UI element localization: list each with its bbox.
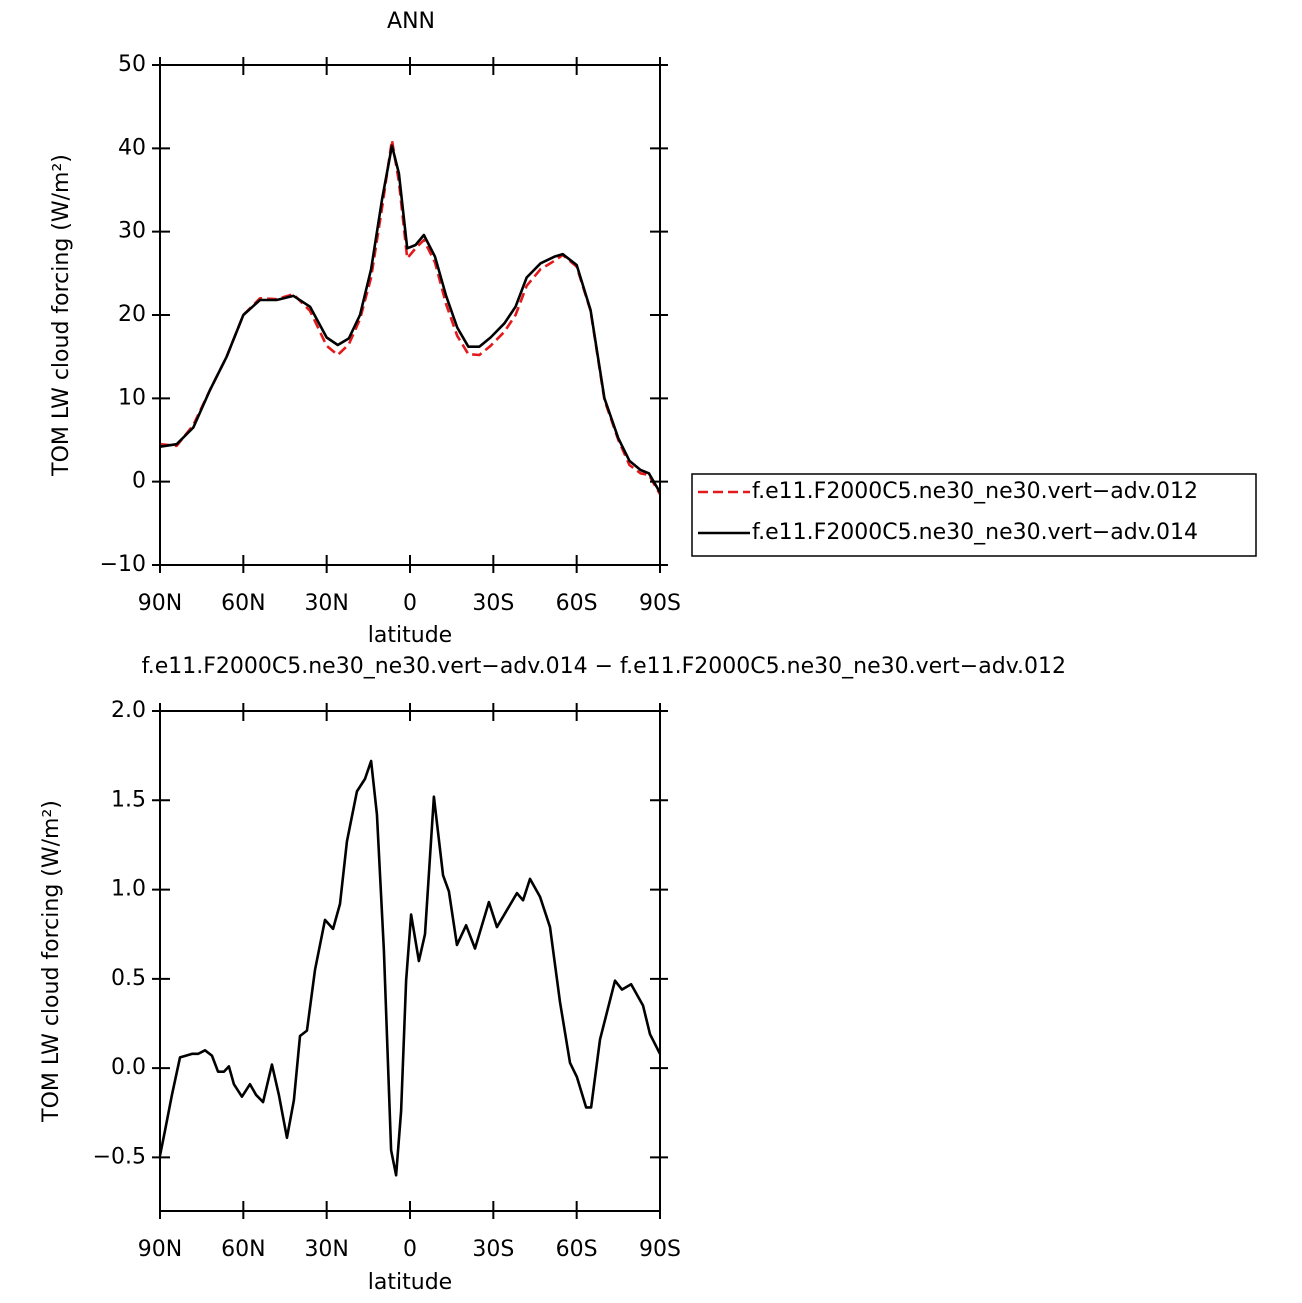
x-tick-label: 30N (304, 591, 348, 616)
x-tick-label: 90S (639, 1237, 681, 1262)
x-tick-label: 30S (472, 591, 514, 616)
x-axis-label: latitude (368, 623, 452, 648)
y-tick-label: 0.0 (111, 1055, 146, 1080)
x-tick-label: 90S (639, 591, 681, 616)
y-tick-label: 0 (132, 469, 146, 494)
chart-title: ANN (387, 9, 435, 34)
y-tick-label: 1.5 (111, 787, 146, 812)
legend-label: f.e11.F2000C5.ne30_ne30.vert−adv.014 (752, 520, 1198, 545)
x-tick-label: 30N (304, 1237, 348, 1262)
y-tick-label: 2.0 (111, 698, 146, 723)
y-tick-label: 30 (118, 219, 146, 244)
x-axis-label: latitude (368, 1270, 452, 1295)
y-tick-label: 10 (118, 385, 146, 410)
chart-title: f.e11.F2000C5.ne30_ne30.vert−adv.014 − f… (142, 654, 1066, 679)
x-tick-label: 60S (556, 1237, 598, 1262)
x-tick-label: 60S (556, 591, 598, 616)
legend-box (691, 473, 1257, 557)
data-line (158, 759, 662, 1177)
y-tick-label: 20 (118, 302, 146, 327)
data-line (159, 144, 662, 494)
y-tick-label: −10 (100, 552, 146, 577)
y-tick-label: 0.5 (111, 966, 146, 991)
x-tick-label: 30S (472, 1237, 514, 1262)
x-tick-label: 90N (138, 1237, 182, 1262)
x-tick-label: 60N (221, 591, 265, 616)
legend-label: f.e11.F2000C5.ne30_ne30.vert−adv.012 (752, 479, 1198, 504)
y-tick-label: 40 (118, 135, 146, 160)
data-line (159, 138, 662, 495)
x-tick-label: 60N (221, 1237, 265, 1262)
y-tick-label: −0.5 (93, 1144, 146, 1169)
x-tick-label: 90N (138, 591, 182, 616)
y-tick-label: 1.0 (111, 877, 146, 902)
plot-frame (159, 710, 661, 1212)
y-axis-label: TOM LW cloud forcing (W/m²) (39, 800, 64, 1123)
x-tick-label: 0 (403, 1237, 417, 1262)
y-tick-label: 50 (118, 52, 146, 77)
y-axis-label: TOM LW cloud forcing (W/m²) (49, 154, 74, 477)
plot-frame (159, 64, 661, 566)
x-tick-label: 0 (403, 591, 417, 616)
